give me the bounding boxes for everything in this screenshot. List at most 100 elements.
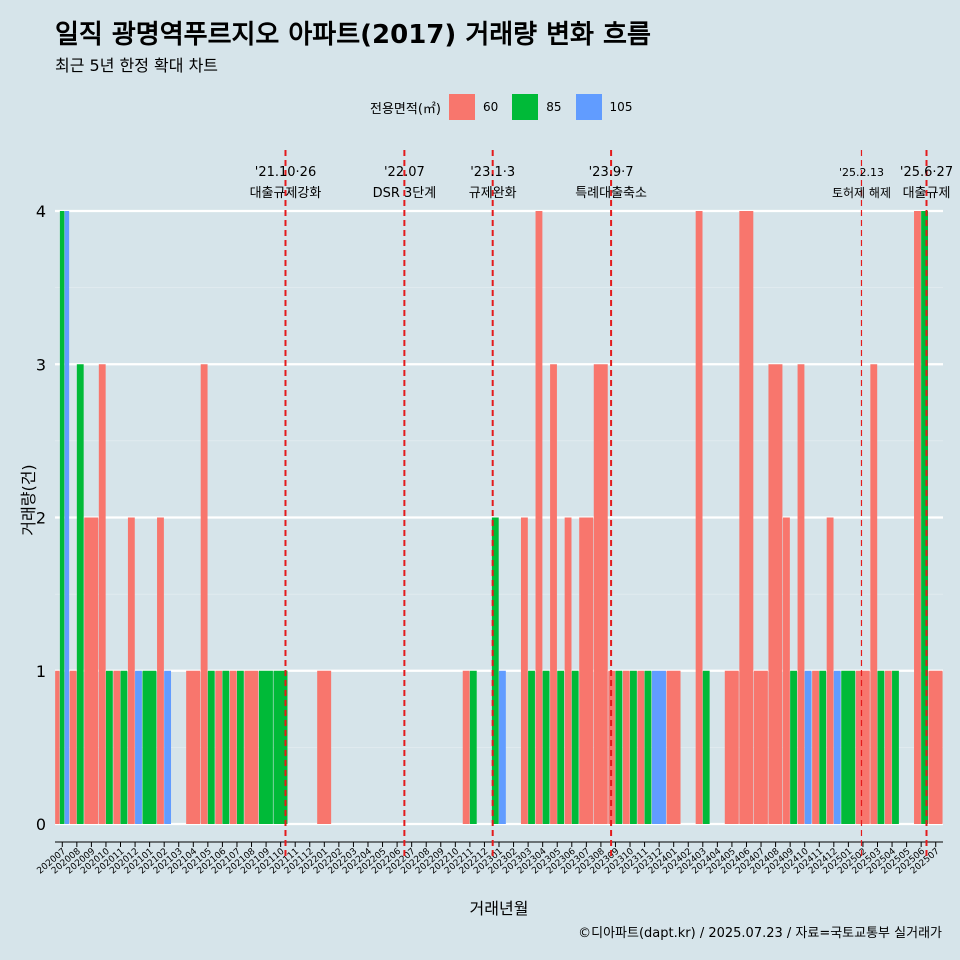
event-date-label: '23.9·7 [589,165,634,180]
bar-60-202008 [69,670,77,824]
bar-60-202503 [870,364,878,824]
bar-105-202012 [135,670,142,824]
bar-85-202411 [819,670,827,824]
bar-60-202412 [826,517,834,824]
bar-85-202106 [222,670,230,824]
bar-85-202301 [491,517,499,824]
bar-85-202503 [877,670,885,824]
legend-title: 전용면적(㎡) [370,101,441,117]
page-subtitle: 최근 5년 한정 확대 차트 [55,56,219,75]
event-date-label: '25.6·27 [900,165,953,180]
bar-60-202502 [855,670,870,824]
bar-60-202106 [215,670,223,824]
y-tick-label: 4 [36,202,46,221]
bar-60-202011 [113,670,121,824]
bar-85-202504 [892,670,899,824]
bar-85-202403 [702,670,710,824]
bar-60-202105 [200,364,208,824]
bar-85-202109 [258,670,273,824]
event-description-label: 대출규제강화 [250,186,322,201]
bar-60-202310 [622,670,630,824]
bar-60-202507 [928,670,943,824]
y-tick-label: 2 [36,509,46,528]
bar-60-202407 [753,670,768,824]
bar-85-202105 [207,670,215,824]
bar-85-202211 [469,670,477,824]
bar-60-202009 [84,517,99,824]
bar-60-202211 [462,670,470,824]
bar-105-202301 [499,670,506,824]
bar-85-202010 [105,670,113,824]
bar-105-202410 [804,670,812,824]
bar-85-202011 [120,670,128,824]
legend-item-85: 85 [512,94,567,120]
event-date-label: '22.07 [384,165,425,180]
bar-85-202008 [76,364,84,824]
legend-label-105: 105 [609,100,633,114]
x-axis-title: 거래년월 [470,899,529,918]
bar-60-202102 [157,517,164,824]
legend-item-105: 105 [575,94,639,120]
bar-60-202311 [637,670,645,824]
bar-85-202501 [841,670,856,824]
bar-85-202303 [528,670,535,824]
bar-60-202012 [127,517,135,824]
bar-60-202307 [579,517,594,824]
bar-60-202405 [724,670,739,824]
event-date-label: '21.10·26 [255,165,316,180]
bar-85-202311 [644,670,652,824]
bar-85-202506 [921,211,928,824]
y-axis-title: 거래량(건) [19,464,38,535]
event-description-label: 대출규제 [903,186,951,201]
bar-85-202310 [630,670,637,824]
bar-85-202007 [59,211,65,824]
bar-60-202403 [695,211,703,824]
bar-60-202304 [535,211,543,824]
chart-legend: 전용면적(㎡) 60 85 105 [370,93,646,121]
legend-swatch-85 [512,94,539,120]
bar-60-202411 [812,670,819,824]
event-date-label: '23.1·3 [470,165,515,180]
bar-60-202201 [317,670,332,824]
bar-60-202010 [98,364,106,824]
bar-105-202312 [651,670,666,824]
bar-85-202306 [571,670,579,824]
bar-85-202305 [557,670,565,824]
bar-85-202110 [273,670,288,824]
source-caption: ©디아파트(dapt.kr) / 2025.07.23 / 자료=국토교통부 실… [578,926,942,941]
bar-60-202309 [608,670,616,824]
bar-60-202410 [797,364,805,824]
page-title: 일직 광명역푸르지오 아파트(2017) 거래량 변화 흐름 [55,20,651,50]
bar-60-202107 [229,670,237,824]
event-description-label: 특례대출축소 [575,186,647,201]
bar-60-202401 [666,670,681,824]
legend-swatch-60 [448,94,475,120]
bar-60-202504 [884,670,892,824]
y-tick-label: 1 [36,662,46,681]
bar-60-202308 [593,364,608,824]
y-tick-label: 0 [36,815,46,834]
bar-105-202007 [64,211,70,824]
event-description-label: 규제완화 [469,186,517,201]
bar-60-202007 [55,670,60,824]
legend-label-85: 85 [546,100,562,114]
bar-60-202306 [564,517,572,824]
legend-label-60: 60 [482,100,499,114]
bar-60-202108 [244,670,259,824]
bar-60-202305 [550,364,557,824]
bar-60-202406 [739,211,754,824]
bar-85-202309 [615,670,623,824]
bar-85-202101 [142,670,157,824]
bar-105-202412 [833,670,841,824]
y-tick-label: 3 [36,355,46,374]
bar-85-202107 [236,670,244,824]
bar-105-202102 [164,670,172,824]
event-description-label: DSR 3단계 [373,186,437,201]
bar-60-202303 [520,517,528,824]
event-date-label: '25.2.13 [839,166,884,179]
bar-60-202104 [186,670,201,824]
bar-60-202408 [768,364,783,824]
bar-85-202304 [542,670,550,824]
event-description-label: 토허제 해제 [832,186,891,200]
